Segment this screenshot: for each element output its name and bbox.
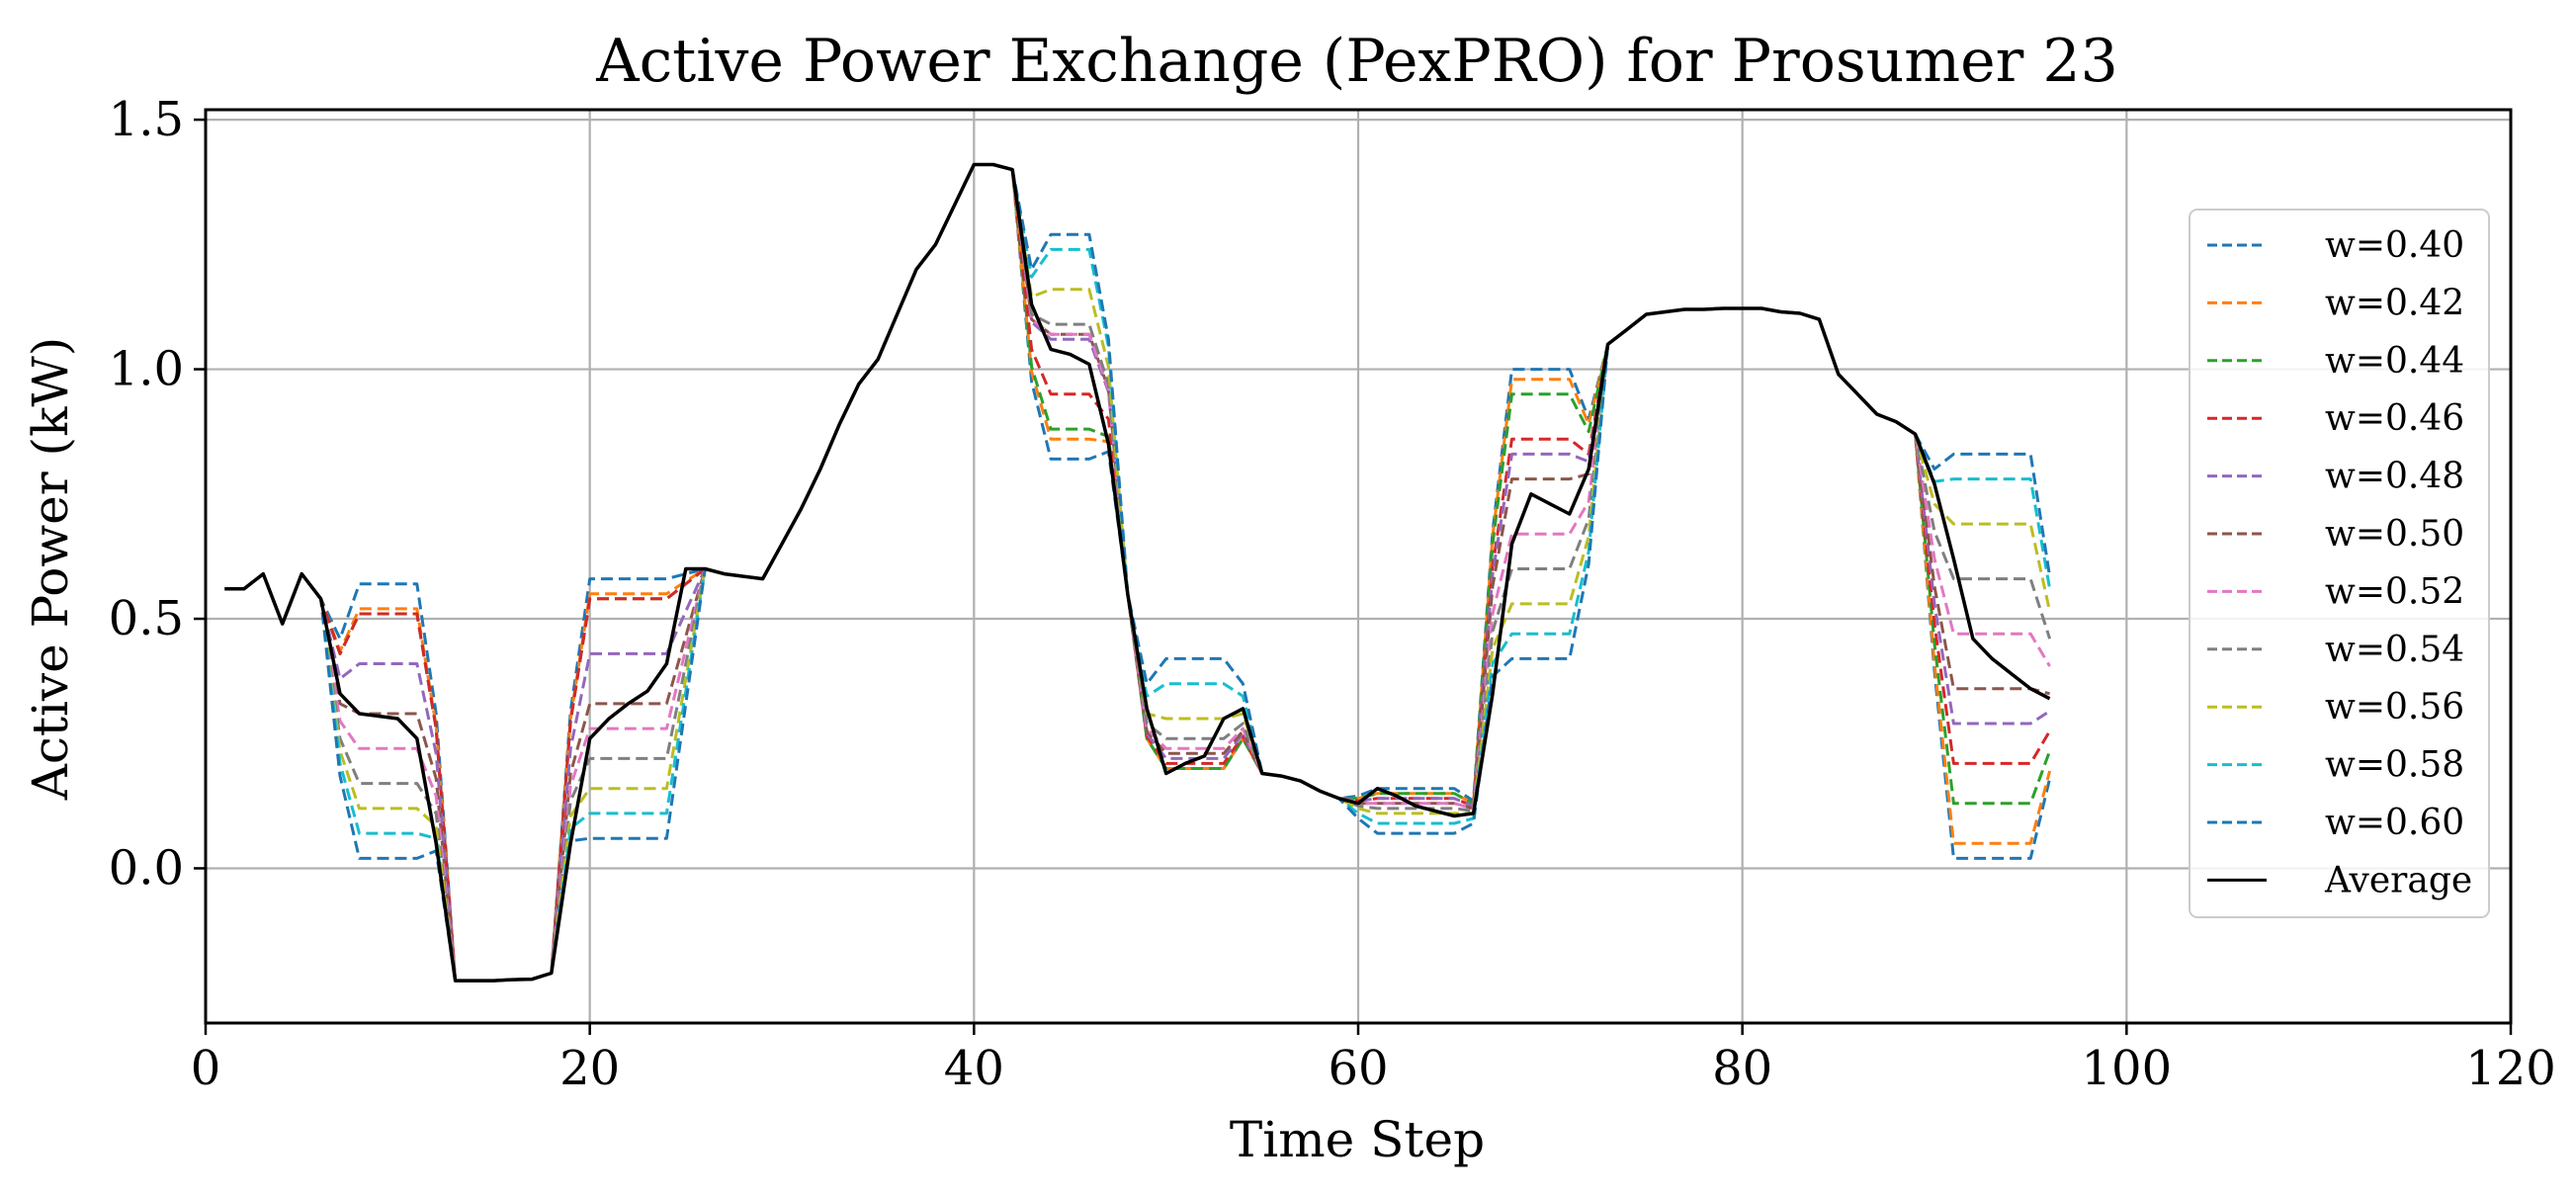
x-tick-label: 0	[191, 1041, 221, 1096]
x-tick-label: 40	[944, 1041, 1004, 1096]
x-tick-label: 120	[2465, 1041, 2556, 1096]
legend-label: w=0.40	[2325, 225, 2464, 266]
legend-label: w=0.50	[2325, 514, 2464, 555]
x-tick-label: 20	[559, 1041, 620, 1096]
y-tick-label: 0.0	[109, 840, 184, 896]
y-axis-label: Active Power (kW)	[22, 337, 79, 802]
legend-label: w=0.48	[2325, 457, 2464, 497]
legend-label: w=0.42	[2325, 283, 2464, 323]
y-tick-label: 1.5	[109, 92, 184, 147]
grid	[204, 110, 2513, 1023]
y-tick-label: 1.0	[109, 342, 184, 397]
y-tick-label: 0.5	[109, 591, 184, 646]
x-tick-label: 60	[1328, 1041, 1388, 1096]
legend-label: Average	[2324, 860, 2472, 900]
legend-label: w=0.46	[2325, 398, 2464, 439]
chart-title: Active Power Exchange (PexPRO) for Prosu…	[595, 27, 2118, 96]
legend-label: w=0.60	[2325, 803, 2464, 843]
series-lines	[224, 162, 2052, 983]
legend-label: w=0.56	[2325, 687, 2464, 727]
legend-label: w=0.58	[2325, 745, 2464, 786]
series-line-average	[224, 162, 2051, 983]
x-tick-label: 100	[2082, 1041, 2173, 1096]
axes: 0 20 40 60 80 100 120 0.0 0.5 1.0 1.5	[109, 92, 2556, 1096]
legend-label: w=0.44	[2325, 341, 2464, 382]
legend-label: w=0.54	[2325, 630, 2464, 670]
series-line-w-0-60	[224, 163, 2052, 983]
legend-label: w=0.52	[2325, 571, 2464, 612]
legend-box	[2189, 209, 2490, 918]
x-axis-label: Time Step	[1230, 1111, 1485, 1168]
legend: w=0.40 w=0.42 w=0.44 w=0.46 w=0.48 w=0.50 w=0.…	[2189, 209, 2490, 918]
x-tick-label: 80	[1712, 1041, 1772, 1096]
